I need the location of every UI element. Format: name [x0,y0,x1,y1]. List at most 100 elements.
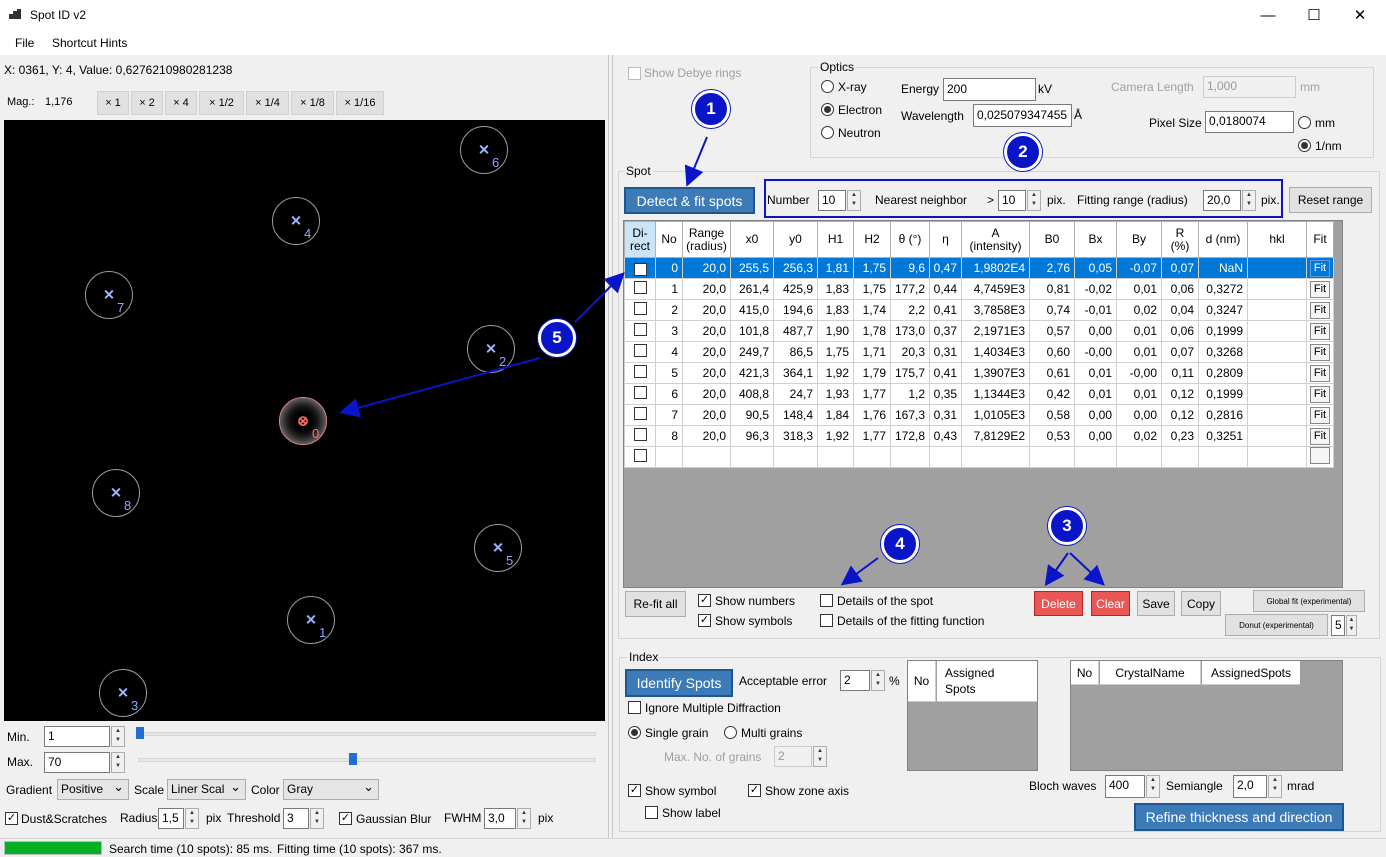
minimize-button[interactable]: — [1260,7,1276,24]
direct-cell[interactable] [624,278,656,300]
fit-row-button[interactable]: Fit [1310,322,1330,340]
table-cell[interactable]: 0,41 [929,362,962,384]
acceptable-error-input[interactable]: 2 [840,670,870,691]
number-input[interactable]: 10 [818,190,846,211]
nearest-neighbor-spinner[interactable]: ▲ ▼ [1027,190,1041,211]
fit-cell[interactable]: Fit [1306,425,1334,447]
table-cell[interactable]: 0,00 [1074,404,1117,426]
energy-input[interactable]: 200 [943,78,1036,101]
table-row[interactable]: 3 20,0 101,8 487,7 1,90 1,78 173,0 0,37 2,1971E3… [624,320,1334,342]
fit-row-button[interactable]: Fit [1310,385,1330,403]
fit-cell[interactable] [1306,446,1334,468]
table-cell[interactable]: 0,41 [929,299,962,321]
show-zone-axis-checkbox[interactable]: ✓ [748,784,761,797]
table-cell[interactable]: 0,31 [929,341,962,363]
table-cell[interactable]: 1,4034E3 [961,341,1030,363]
table-cell[interactable]: 1,84 [817,404,854,426]
show-symbols-checkbox[interactable]: ✓ [698,614,711,627]
table-cell[interactable]: 20,0 [682,257,731,279]
table-cell[interactable]: 255,5 [730,257,774,279]
show-debye-checkbox[interactable] [628,67,641,80]
table-cell[interactable]: 20,0 [682,362,731,384]
direct-checkbox[interactable] [633,323,647,336]
donut-spinner[interactable]: ▲ ▼ [1346,615,1357,636]
fit-row-button[interactable]: Fit [1310,301,1330,319]
table-cell[interactable]: 1,75 [853,278,891,300]
crystal-table[interactable]: No CrystalName AssignedSpots [1070,660,1343,771]
spot-table[interactable]: Di- rect No Range (radius) x0 y0 H1 H2 θ (°) η A … [623,220,1343,588]
save-button[interactable]: Save [1137,591,1175,616]
direct-checkbox[interactable] [633,365,647,378]
table-cell[interactable]: 0,01 [1116,383,1162,405]
column-header[interactable]: Fit [1306,221,1334,258]
table-cell[interactable]: 0,35 [929,383,962,405]
table-cell[interactable]: 167,3 [890,404,930,426]
menu-file[interactable]: File [15,36,35,50]
table-cell[interactable]: 20,0 [682,404,731,426]
diffraction-image[interactable]: ⊗ 0 ✕ 1 ✕ 2 ✕ 3 ✕ 4 ✕ 5 ✕ 6 ✕ 7 ✕ 8 [4,120,605,721]
table-cell[interactable] [1247,257,1307,279]
nearest-neighbor-input[interactable]: 10 [998,190,1026,211]
table-cell[interactable]: 0,11 [1161,362,1199,384]
zoom-eighth-button[interactable]: × 1/8 [291,91,334,115]
column-header[interactable]: A (intensity) [961,221,1030,258]
table-cell[interactable]: 0,06 [1161,320,1199,342]
direct-checkbox[interactable] [633,449,647,462]
max-slider[interactable] [138,758,596,762]
direct-checkbox[interactable] [633,281,647,294]
fwhm-input[interactable]: 3,0 [484,808,516,829]
refit-all-button[interactable]: Re-fit all [625,591,686,617]
fit-row-button[interactable]: Fit [1310,364,1330,382]
fit-cell[interactable]: Fit [1306,404,1334,426]
bloch-waves-input[interactable]: 400 [1105,775,1145,798]
semiangle-input[interactable]: 2,0 [1233,775,1267,798]
spot-marker-3[interactable]: ✕ 3 [99,669,147,717]
table-cell[interactable]: 0,57 [1029,320,1075,342]
table-cell[interactable]: 0,05 [1074,257,1117,279]
global-fit-button[interactable]: Global fit (experimental) [1253,590,1365,612]
donut-input[interactable]: 5 [1331,615,1345,636]
table-cell[interactable]: 0,37 [929,320,962,342]
table-cell[interactable]: 175,7 [890,362,930,384]
fit-cell[interactable]: Fit [1306,278,1334,300]
zoom-x4-button[interactable]: × 4 [165,91,197,115]
assigned-spots-table[interactable]: No Assigned Spots [907,660,1038,771]
identify-spots-button[interactable]: Identify Spots [625,669,733,697]
spot-marker-0[interactable]: ⊗ 0 [279,397,327,445]
xray-radio[interactable] [821,80,834,93]
table-cell[interactable]: 0,12 [1161,404,1199,426]
fit-row-button[interactable]: Fit [1310,343,1330,361]
table-cell[interactable]: 1,92 [817,425,854,447]
radius-input[interactable]: 1,5 [158,808,184,829]
min-slider-thumb[interactable] [136,727,144,739]
direct-checkbox[interactable] [633,407,647,420]
show-symbol-checkbox[interactable]: ✓ [628,784,641,797]
table-cell[interactable]: 0,31 [929,404,962,426]
table-cell[interactable]: 173,0 [890,320,930,342]
clear-button[interactable]: Clear [1091,591,1130,616]
bloch-waves-spinner[interactable]: ▲ ▼ [1146,775,1160,798]
single-grain-radio[interactable] [628,726,641,739]
table-cell[interactable]: 9,6 [890,257,930,279]
min-input[interactable]: 1 [44,726,110,747]
direct-checkbox[interactable] [633,428,647,441]
zoom-quarter-button[interactable]: × 1/4 [246,91,289,115]
details-fit-checkbox[interactable] [820,614,833,627]
fit-cell[interactable]: Fit [1306,383,1334,405]
max-grains-input[interactable]: 2 [774,746,812,767]
table-cell[interactable]: 86,5 [773,341,818,363]
menu-shortcut-hints[interactable]: Shortcut Hints [52,36,128,50]
table-cell[interactable]: 0,02 [1116,299,1162,321]
table-cell[interactable]: 0,60 [1029,341,1075,363]
number-spinner[interactable]: ▲ ▼ [847,190,861,211]
fit-row-button[interactable]: Fit [1310,406,1330,424]
table-cell[interactable]: 0,07 [1161,257,1199,279]
table-cell[interactable]: 24,7 [773,383,818,405]
details-spot-checkbox[interactable] [820,594,833,607]
table-cell[interactable]: 0,2816 [1198,404,1248,426]
fit-cell[interactable]: Fit [1306,362,1334,384]
table-row[interactable]: 2 20,0 415,0 194,6 1,83 1,74 2,2 0,41 3,7858E3 0,… [624,299,1334,321]
direct-cell[interactable] [624,299,656,321]
fit-cell[interactable]: Fit [1306,299,1334,321]
column-header[interactable]: Di- rect [624,221,656,258]
